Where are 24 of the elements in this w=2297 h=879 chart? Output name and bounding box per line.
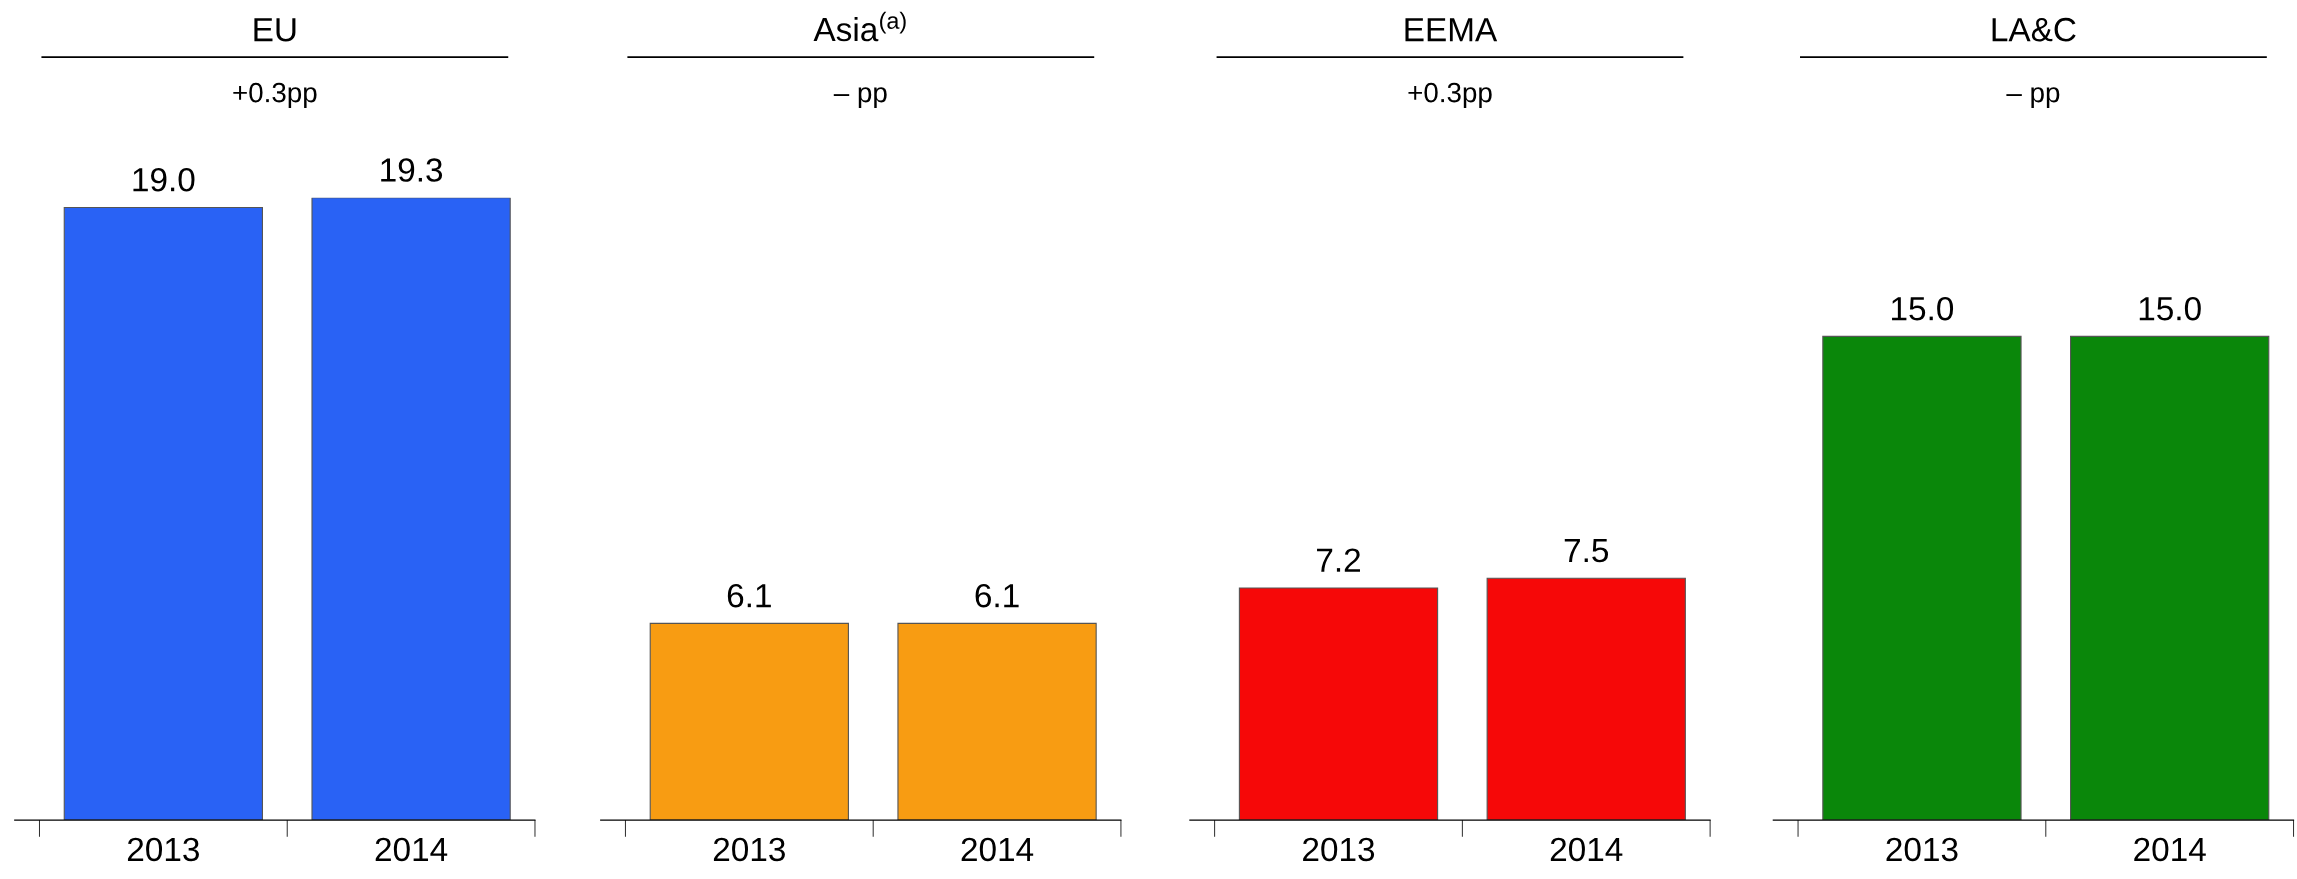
chart-title: Asia$^{(a)}$ — [813, 11, 906, 42]
x-tick-label: 2013 — [1303, 837, 1375, 862]
chart-title: LA&C — [1992, 17, 2076, 42]
x-tick-label: 2014 — [375, 837, 448, 862]
data-label: 6.1 — [727, 583, 771, 608]
data-label: 19.0 — [133, 167, 195, 192]
data-label: 15.0 — [1892, 296, 1954, 321]
data-label: 19.3 — [381, 158, 443, 182]
x-tick-label: 2014 — [1550, 837, 1623, 862]
chart-subtitle: – pp — [833, 87, 887, 108]
data-label: 6.1 — [975, 583, 1019, 608]
x-tick-label: 2014 — [961, 837, 1034, 862]
x-tick-label: 2014 — [2134, 837, 2206, 862]
chart-title: EEMA — [1405, 18, 1498, 42]
x-tick-label: 2013 — [713, 837, 785, 862]
chart-subtitle: +0.3pp — [1408, 82, 1492, 108]
data-label: 15.0 — [2139, 296, 2201, 321]
data-label: 7.2 — [1317, 548, 1360, 572]
data-label: 7.5 — [1564, 539, 1609, 563]
chart-title: EU — [254, 18, 296, 42]
chart-subtitle: – pp — [2006, 87, 2060, 108]
x-tick-label: 2013 — [1886, 837, 1958, 862]
chart-subtitle: +0.3pp — [233, 82, 317, 108]
x-tick-label: 2013 — [127, 837, 199, 862]
